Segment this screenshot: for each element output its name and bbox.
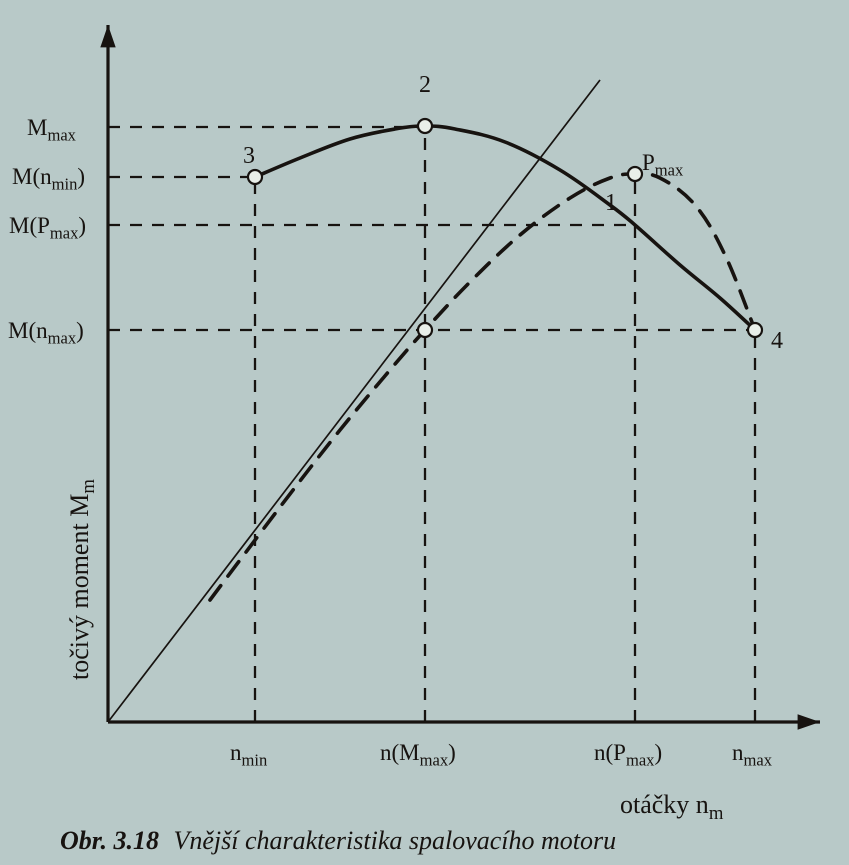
x-tick-npmax: n(Pmax): [594, 740, 662, 771]
marker-label-3: 3: [243, 143, 255, 170]
pmax-label: Pmax: [642, 150, 683, 181]
y-axis-label: točivý moment Mm: [65, 479, 100, 680]
caption-text: Vnější charakteristika spalovacího motor…: [173, 826, 616, 855]
x-tick-nmin: nmin: [230, 740, 267, 771]
marker-label-4: 4: [771, 328, 783, 355]
y-tick-mnmax: M(nmax): [8, 318, 84, 349]
x-tick-nmax: nmax: [732, 740, 772, 771]
marker-label-1: 1: [605, 190, 617, 217]
y-axis-label-sub: m: [78, 479, 99, 494]
x-axis-label: otáčky nm: [620, 790, 723, 825]
x-tick-nmmax: n(Mmax): [380, 740, 456, 771]
figure-caption: Obr. 3.18 Vnější charakteristika spalova…: [60, 826, 616, 856]
chart-canvas: [0, 0, 849, 865]
marker-label-2: 2: [419, 72, 431, 99]
x-axis-label-main: otáčky n: [620, 790, 709, 819]
caption-prefix: Obr. 3.18: [60, 826, 159, 855]
y-tick-mpmax: M(Pmax): [9, 213, 86, 244]
x-axis-label-sub: m: [709, 803, 724, 824]
y-tick-mnmin: M(nmin): [12, 164, 85, 195]
y-axis-label-main: točivý moment M: [65, 494, 94, 680]
y-tick-mmax: Mmax: [27, 115, 76, 146]
